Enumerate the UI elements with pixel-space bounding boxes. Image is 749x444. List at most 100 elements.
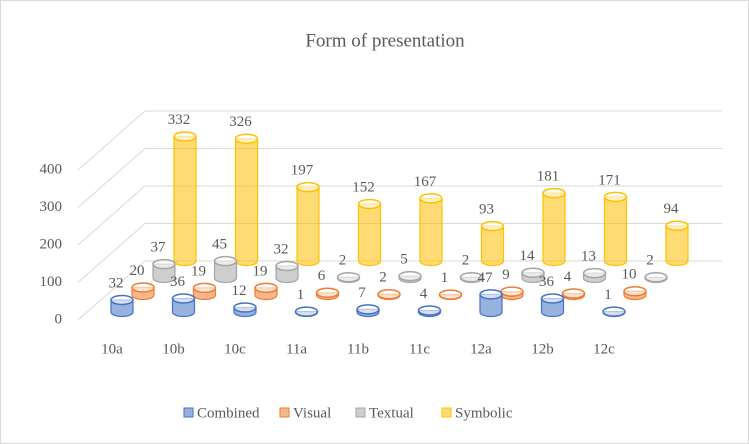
cylinder-body [173,135,197,267]
legend-label: Textual [369,405,414,421]
x-tick-label: 11b [347,341,369,357]
cylinder-top [398,270,422,282]
value-label: 1 [441,270,449,286]
cylinder-top [479,289,503,300]
y-tick-label: 0 [55,311,63,327]
cylinder-top [152,258,176,270]
grid-line [77,223,722,283]
cylinder-top [561,288,586,299]
legend-swatch [441,407,452,418]
cylinder-top [192,282,217,294]
cylinder-top [315,287,340,298]
value-label: 36 [539,274,555,290]
cylinder-top [582,267,607,279]
cylinder-top [521,267,545,278]
value-label: 10 [622,267,637,283]
value-label: 6 [318,268,326,284]
value-label: 197 [291,163,314,179]
cylinder-top [254,282,278,294]
legend-label: Combined [197,405,260,421]
value-label: 2 [646,253,654,269]
cylinder-body [665,225,689,267]
cylinder-top [500,286,524,297]
value-label: 93 [479,202,494,218]
cylinder-body [234,138,259,267]
cylinder-body [480,225,505,267]
cylinder-body [357,203,382,267]
cylinder-top [623,286,647,297]
cylinder-top [480,220,505,232]
value-label: 47 [478,270,494,286]
value-label: 2 [379,270,387,286]
cylinder-body [213,260,238,284]
cylinder-top [540,293,565,304]
cylinder-top [336,272,361,283]
value-label: 7 [358,285,366,301]
value-label: 2 [339,253,347,269]
y-tick-label: 100 [40,274,63,290]
y-tick-label: 400 [40,161,63,177]
cylinder-top [131,282,155,293]
value-label: 20 [130,263,145,279]
legend-label: Symbolic [455,405,513,421]
value-label: 13 [581,249,596,265]
cylinder-top [173,131,197,142]
legend-swatch [355,407,366,418]
value-label: 167 [414,174,437,190]
cylinder-top [233,302,257,313]
grid-line [77,260,722,321]
x-tick-label: 12a [470,341,492,357]
cylinder-top [459,272,484,283]
value-label: 19 [191,263,206,279]
grid-line [77,185,722,246]
cylinder-body [296,186,320,267]
x-tick-label: 10c [224,341,246,357]
legend-label: Visual [293,405,331,421]
value-label: 332 [168,112,191,128]
value-label: 9 [502,267,510,283]
cylinder-top [644,272,668,283]
cylinder-top [234,133,259,144]
cylinder-top [275,260,299,272]
cylinder-body [542,192,566,267]
value-label: 152 [352,179,375,195]
value-label: 1 [297,287,305,303]
cylinder-body [479,293,503,318]
x-tick-label: 11c [409,341,430,357]
x-tick-label: 10a [101,341,123,357]
cylinder-top [296,181,320,193]
x-tick-label: 10b [162,341,185,357]
cylinder-top [419,193,443,204]
value-label: 45 [212,237,227,253]
cylinder-top [665,220,689,231]
x-tick-label: 11a [286,341,307,357]
value-label: 5 [400,252,408,268]
cylinder-body [419,197,443,267]
grid-line [77,110,722,171]
cylinder-top [213,255,238,267]
value-label: 14 [520,248,536,264]
x-tick-label: 12c [593,341,615,357]
chart-title: Form of presentation [305,30,465,51]
cylinder-top [171,293,196,304]
cylinder-top [377,289,401,300]
value-label: 171 [598,172,621,188]
value-label: 181 [537,169,560,185]
value-label: 4 [564,269,572,285]
cylinder-top [438,289,463,300]
value-label: 19 [253,263,268,279]
legend-swatch [183,407,194,418]
cylinder-top [603,191,628,203]
value-label: 36 [170,274,186,290]
value-label: 32 [109,275,124,291]
x-tick-label: 12b [531,341,554,357]
y-tick-label: 300 [40,199,63,215]
value-label: 94 [664,201,680,217]
value-label: 326 [229,114,252,130]
value-label: 37 [151,240,167,256]
cylinder-body [603,196,628,267]
cylinder-top [357,198,382,210]
value-label: 2 [462,253,470,269]
cylinder-top [356,304,380,315]
